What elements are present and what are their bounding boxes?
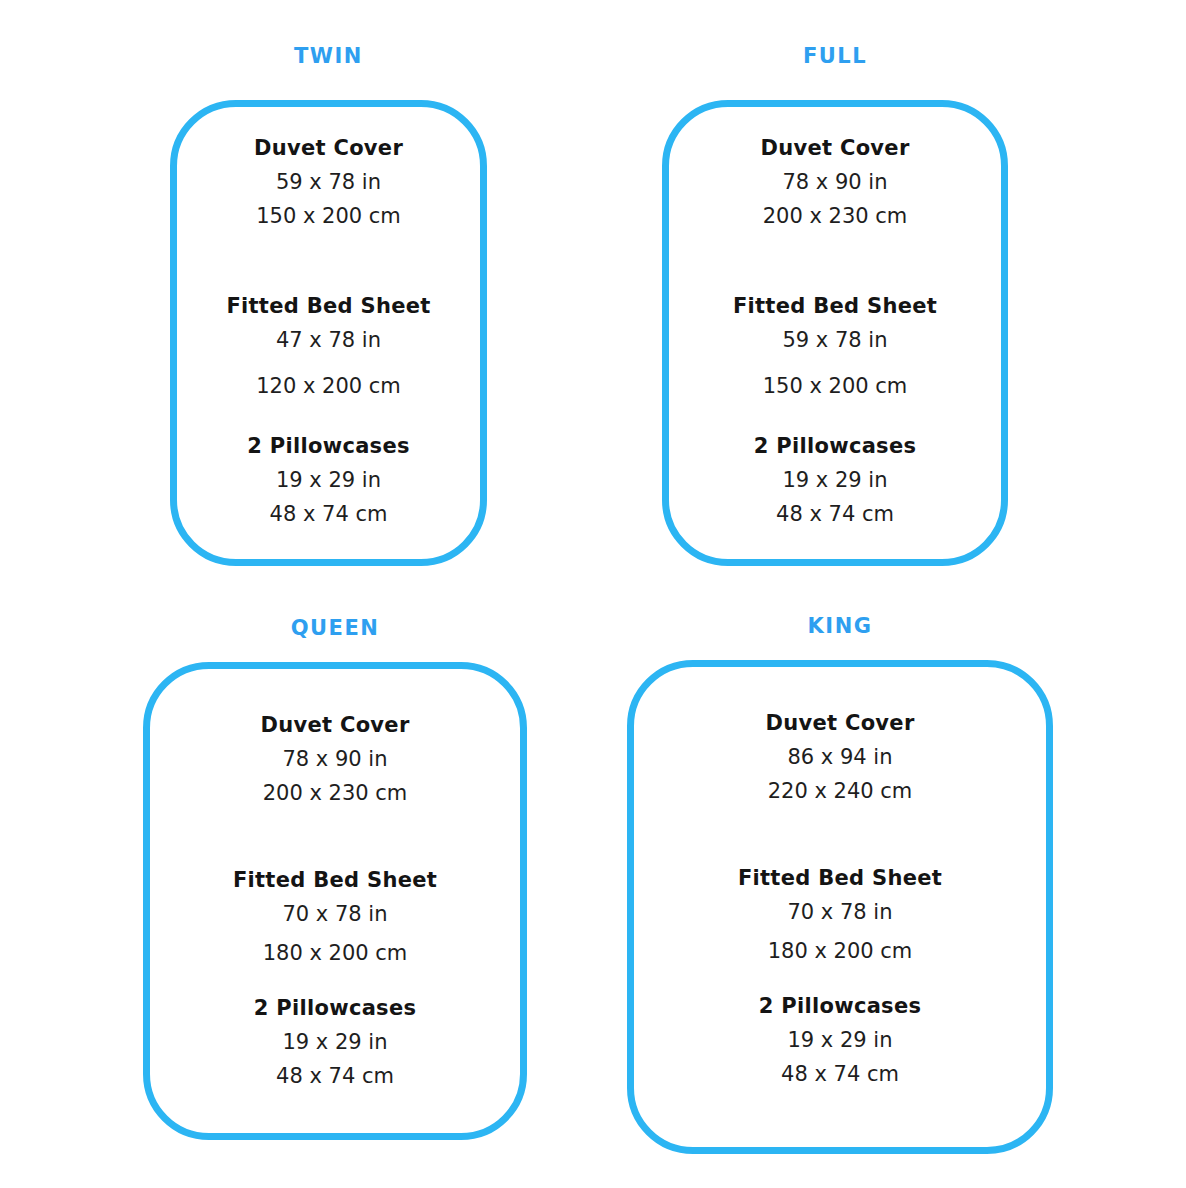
item-name: Duvet Cover [681,131,989,165]
item-size-cm: 48 x 74 cm [189,497,468,531]
item-size-cm: 48 x 74 cm [681,497,989,531]
item-size-cm: 180 x 200 cm [162,936,508,970]
twin-pillowcases-item: 2 Pillowcases 19 x 29 in 48 x 74 cm [189,429,468,531]
bedding-size-chart: TWIN Duvet Cover 59 x 78 in 150 x 200 cm… [0,0,1186,1188]
item-name: 2 Pillowcases [189,429,468,463]
queen-panel-content: Duvet Cover 78 x 90 in 200 x 230 cm Fitt… [150,669,520,1117]
item-size-inches: 19 x 29 in [189,463,468,497]
full-panel-content: Duvet Cover 78 x 90 in 200 x 230 cm Fitt… [669,107,1001,555]
full-panel: Duvet Cover 78 x 90 in 200 x 230 cm Fitt… [662,100,1008,566]
queen-size-title: QUEEN [143,616,527,640]
king-fitted-sheet-item: Fitted Bed Sheet 70 x 78 in 180 x 200 cm [646,861,1034,968]
item-size-inches: 86 x 94 in [646,740,1034,774]
twin-section: TWIN Duvet Cover 59 x 78 in 150 x 200 cm… [170,44,487,566]
twin-size-title: TWIN [170,44,487,68]
twin-duvet-cover-item: Duvet Cover 59 x 78 in 150 x 200 cm [189,131,468,233]
item-size-inches: 59 x 78 in [681,323,989,357]
queen-pillowcases-item: 2 Pillowcases 19 x 29 in 48 x 74 cm [162,991,508,1093]
item-name: 2 Pillowcases [162,991,508,1025]
item-name: Fitted Bed Sheet [189,289,468,323]
item-size-cm: 180 x 200 cm [646,934,1034,968]
full-fitted-sheet-item: Fitted Bed Sheet 59 x 78 in 150 x 200 cm [681,289,989,403]
king-section: KING Duvet Cover 86 x 94 in 220 x 240 cm… [627,614,1053,1154]
item-size-cm: 48 x 74 cm [162,1059,508,1093]
item-name: Fitted Bed Sheet [681,289,989,323]
full-pillowcases-item: 2 Pillowcases 19 x 29 in 48 x 74 cm [681,429,989,531]
queen-fitted-sheet-item: Fitted Bed Sheet 70 x 78 in 180 x 200 cm [162,863,508,970]
item-size-inches: 78 x 90 in [681,165,989,199]
item-size-inches: 59 x 78 in [189,165,468,199]
item-size-cm: 200 x 230 cm [162,776,508,810]
king-size-title: KING [627,614,1053,638]
queen-duvet-cover-item: Duvet Cover 78 x 90 in 200 x 230 cm [162,708,508,810]
item-name: Duvet Cover [646,706,1034,740]
item-name: Duvet Cover [162,708,508,742]
king-panel: Duvet Cover 86 x 94 in 220 x 240 cm Fitt… [627,660,1053,1154]
king-duvet-cover-item: Duvet Cover 86 x 94 in 220 x 240 cm [646,706,1034,808]
item-size-inches: 70 x 78 in [646,895,1034,929]
item-size-inches: 19 x 29 in [646,1023,1034,1057]
king-panel-content: Duvet Cover 86 x 94 in 220 x 240 cm Fitt… [634,667,1046,1115]
item-name: 2 Pillowcases [681,429,989,463]
king-pillowcases-item: 2 Pillowcases 19 x 29 in 48 x 74 cm [646,989,1034,1091]
item-name: Fitted Bed Sheet [162,863,508,897]
item-name: Fitted Bed Sheet [646,861,1034,895]
item-size-inches: 47 x 78 in [189,323,468,357]
item-size-cm: 48 x 74 cm [646,1057,1034,1091]
item-size-cm: 150 x 200 cm [681,369,989,403]
item-size-cm: 150 x 200 cm [189,199,468,233]
item-size-cm: 120 x 200 cm [189,369,468,403]
item-size-inches: 19 x 29 in [681,463,989,497]
twin-panel-content: Duvet Cover 59 x 78 in 150 x 200 cm Fitt… [177,107,480,555]
twin-fitted-sheet-item: Fitted Bed Sheet 47 x 78 in 120 x 200 cm [189,289,468,403]
item-size-inches: 70 x 78 in [162,897,508,931]
item-size-inches: 78 x 90 in [162,742,508,776]
queen-panel: Duvet Cover 78 x 90 in 200 x 230 cm Fitt… [143,662,527,1140]
twin-panel: Duvet Cover 59 x 78 in 150 x 200 cm Fitt… [170,100,487,566]
item-name: Duvet Cover [189,131,468,165]
queen-section: QUEEN Duvet Cover 78 x 90 in 200 x 230 c… [143,616,527,1140]
item-name: 2 Pillowcases [646,989,1034,1023]
full-section: FULL Duvet Cover 78 x 90 in 200 x 230 cm… [662,44,1008,566]
item-size-inches: 19 x 29 in [162,1025,508,1059]
item-size-cm: 220 x 240 cm [646,774,1034,808]
item-size-cm: 200 x 230 cm [681,199,989,233]
full-size-title: FULL [662,44,1008,68]
full-duvet-cover-item: Duvet Cover 78 x 90 in 200 x 230 cm [681,131,989,233]
